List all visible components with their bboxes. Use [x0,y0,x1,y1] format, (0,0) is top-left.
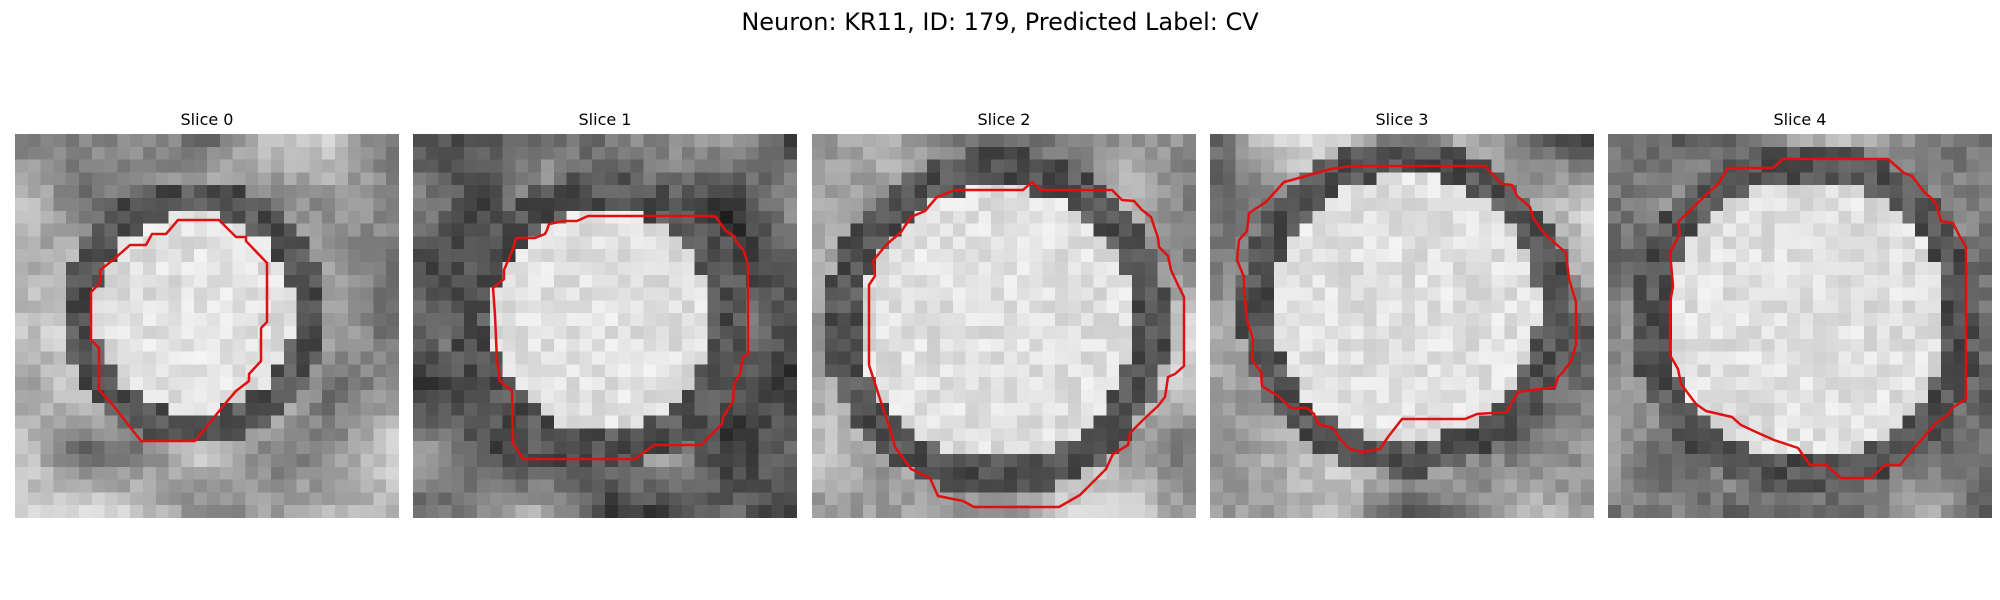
slice-title: Slice 2 [977,110,1031,129]
contour-overlay [867,180,1186,509]
slice-title: Slice 4 [1773,110,1827,129]
contour-overlay [1235,164,1578,454]
contour-overlay [1668,157,1968,480]
slice-image [15,134,399,518]
cell-contour [1668,157,1968,480]
slice-title: Slice 1 [578,110,632,129]
grayscale-slice-image [1210,134,1594,518]
grayscale-slice-image [413,134,797,518]
contour-overlay [491,214,750,461]
slice-title: Slice 3 [1375,110,1429,129]
slice-image [1608,134,1992,518]
cell-contour [89,218,269,443]
grayscale-slice-image [1608,134,1992,518]
slice-image [1210,134,1594,518]
slice-title: Slice 0 [180,110,234,129]
slice-image [812,134,1196,518]
grayscale-slice-image [812,134,1196,518]
grayscale-slice-image [15,134,399,518]
slice-image [413,134,797,518]
cell-contour [867,180,1186,509]
cell-contour [1235,164,1578,454]
contour-overlay [89,218,269,443]
cell-contour [491,214,750,461]
figure-title: Neuron: KR11, ID: 179, Predicted Label: … [741,8,1259,36]
